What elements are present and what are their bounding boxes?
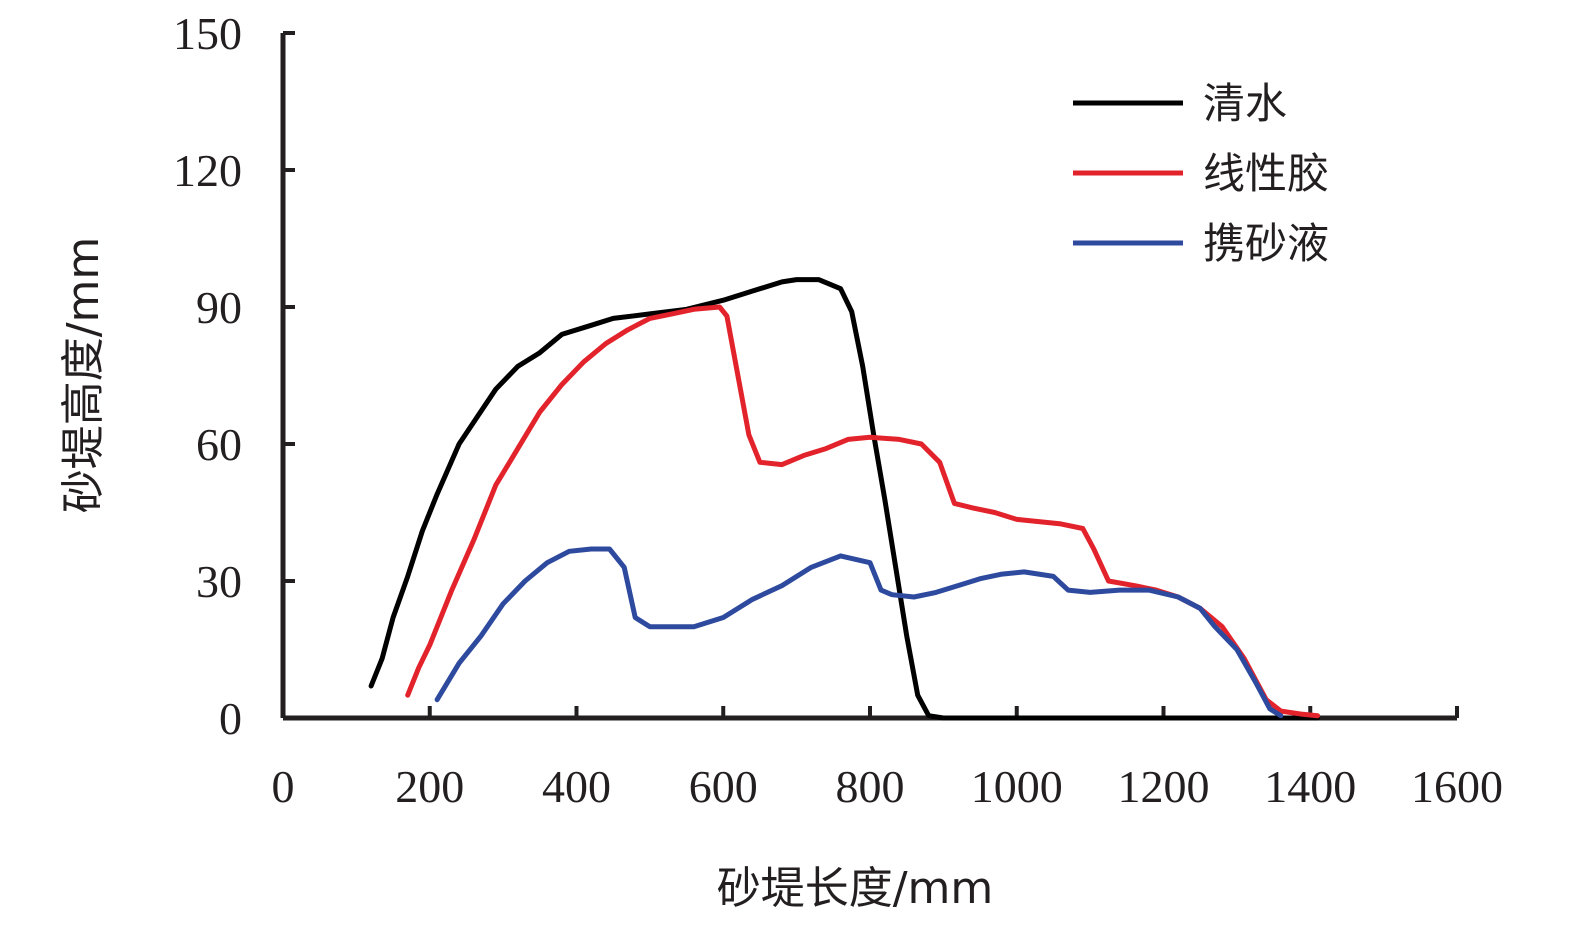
x-tick-label-0: 0	[272, 761, 295, 812]
y-tick-label-60: 60	[196, 419, 242, 470]
legend-label-3: 携砂液	[1203, 219, 1329, 268]
y-tick-label-90: 90	[196, 282, 242, 333]
x-tick-label-1000: 1000	[971, 761, 1063, 812]
x-tick-label-1200: 1200	[1118, 761, 1210, 812]
x-tick-label-400: 400	[542, 761, 611, 812]
x-tick-label-600: 600	[689, 761, 758, 812]
x-tick-label-200: 200	[395, 761, 464, 812]
legend-label-1: 清水	[1203, 79, 1287, 128]
series-line-3	[434, 546, 1284, 719]
y-tick-label-120: 120	[173, 145, 242, 196]
x-axis: 0 200 400 600 800 1000 1200 1400 1600	[272, 706, 1503, 812]
x-axis-title: 砂堤长度/mm	[717, 863, 994, 914]
y-tick-label-30: 30	[196, 556, 242, 607]
series-line-1	[368, 277, 1321, 721]
x-tick-label-1600: 1600	[1411, 761, 1503, 812]
y-axis-title: 砂堤高度/mm	[58, 237, 109, 514]
legend-label-2: 线性胶	[1203, 149, 1329, 198]
y-axis: 0 30 60 90 120 150	[173, 8, 295, 744]
y-tick-label-150: 150	[173, 8, 242, 59]
x-tick-label-800: 800	[836, 761, 905, 812]
y-tick-label-0: 0	[219, 693, 242, 744]
series-layer	[368, 277, 1321, 721]
x-tick-label-1400: 1400	[1264, 761, 1356, 812]
